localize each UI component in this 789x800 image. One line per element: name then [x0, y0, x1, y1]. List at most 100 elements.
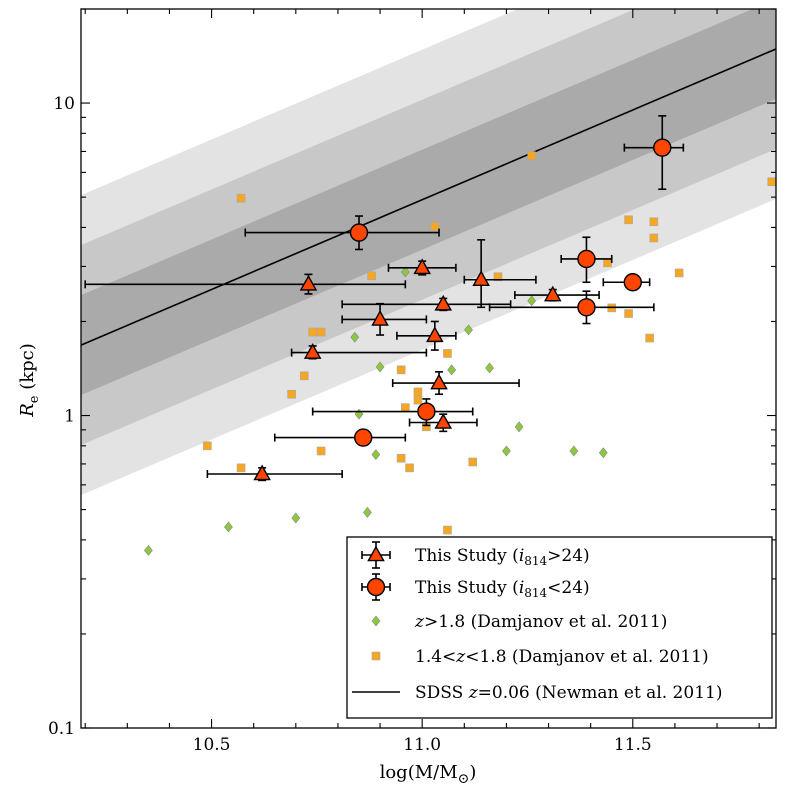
triangle-marker	[434, 294, 453, 311]
damjanov-midz-point-5	[308, 327, 317, 337]
damjanov-midz-point-22	[603, 258, 612, 268]
legend-entry-1: This Study (i814<24)	[361, 573, 590, 601]
triangle-marker	[413, 258, 431, 275]
damjanov-midz-point-28	[649, 233, 659, 243]
damjanov-highz-point-3	[350, 331, 360, 343]
triangle-marker	[543, 285, 562, 302]
legend-label-part: This Study (	[415, 546, 519, 566]
damjanov-highz-point-7	[375, 361, 385, 373]
circle-marker	[349, 223, 369, 242]
legend-label-part: 1.4<	[415, 647, 456, 667]
legend-entry-0: This Study (i814>24)	[361, 541, 590, 569]
bright-sample-point-4	[488, 290, 655, 325]
damjanov-highz-point-4	[354, 408, 364, 420]
x-axis-label-sub: ⊙	[458, 771, 470, 787]
damjanov-midz-point-19	[468, 457, 478, 467]
bright-sample-point-2	[560, 236, 613, 284]
damjanov-midz-point-21	[527, 151, 536, 161]
damjanov-midz-point-2	[236, 193, 246, 203]
damjanov-points	[144, 151, 776, 556]
bright-sample-point-3	[602, 273, 651, 292]
x-axis-label: log(M/M⊙)	[380, 762, 477, 787]
legend-label-part: z	[414, 612, 425, 632]
x-axis-label-main: log(M/M	[380, 762, 458, 783]
legend-diamond-marker	[371, 615, 381, 627]
legend-triangle-marker	[367, 545, 385, 562]
legend-circle-marker	[366, 577, 386, 597]
faint-sample-point-4	[341, 294, 512, 312]
sdss-relation-line	[81, 48, 776, 346]
faint-sample-point-6	[396, 320, 457, 351]
legend-label: z>1.8 (Damjanov et al. 2011)	[414, 612, 667, 632]
damjanov-highz-point-6	[371, 449, 381, 461]
legend-label-part: SDSS	[415, 683, 469, 703]
legend-label: This Study (i814>24)	[415, 546, 590, 568]
y-axis-label-sub: e	[27, 395, 42, 403]
y-tick-label: 1	[64, 407, 75, 427]
damjanov-highz-point-10	[464, 324, 473, 336]
x-tick-label: 11.5	[614, 735, 652, 755]
legend-label-part: z	[455, 647, 466, 667]
damjanov-highz-point-11	[485, 362, 494, 374]
damjanov-highz-point-8	[400, 266, 410, 278]
damjanov-midz-point-3	[287, 389, 296, 399]
damjanov-midz-point-7	[316, 446, 326, 456]
damjanov-highz-point-2	[291, 512, 301, 524]
legend-label-part: i	[519, 546, 524, 566]
faint-sample-point-0	[84, 273, 407, 295]
damjanov-midz-point-29	[674, 268, 684, 278]
circle-marker	[417, 402, 436, 421]
axis-ticks: 10.5 11.0 11.5 0.1 1 10	[48, 8, 776, 755]
damjanov-midz-point-23	[624, 215, 633, 225]
legend-label-part: <24)	[547, 578, 590, 598]
damjanov-highz-point-0	[144, 544, 153, 556]
triangle-marker	[434, 413, 453, 429]
bright-sample-point-0	[623, 115, 685, 191]
damjanov-highz-point-1	[224, 521, 233, 533]
legend-label-part: <1.8 (Damjanov et al. 2011)	[465, 647, 708, 667]
damjanov-highz-point-9	[447, 364, 457, 376]
legend-entry-4: SDSS z=0.06 (Newman et al. 2011)	[352, 683, 722, 703]
triangle-marker	[303, 343, 322, 359]
damjanov-midz-point-11	[401, 403, 410, 412]
damjanov-midz-point-9	[396, 365, 406, 375]
legend: This Study (i814>24)This Study (i814<24)…	[346, 536, 773, 719]
damjanov-midz-point-26	[645, 333, 654, 343]
bright-sample-point-6	[273, 428, 407, 447]
legend-label-part: >24)	[547, 546, 590, 566]
damjanov-midz-point-6	[316, 327, 326, 337]
legend-label-part: i	[519, 578, 524, 598]
legend-entry-2: z>1.8 (Damjanov et al. 2011)	[371, 612, 667, 632]
x-tick-label: 10.5	[193, 735, 231, 755]
triangle-marker	[430, 373, 448, 390]
triangle-marker	[253, 464, 271, 481]
x-tick-label: 11.0	[403, 735, 441, 755]
sdss-band-1sigma	[81, 9, 776, 396]
damjanov-highz-point-16	[598, 447, 608, 459]
y-axis-label-var: R	[17, 403, 38, 418]
sdss-scatter-bands	[81, 9, 776, 496]
legend-label-part: 814	[524, 586, 547, 600]
legend-label-part: >1.8 (Damjanov et al. 2011)	[424, 612, 667, 632]
circle-marker	[623, 273, 642, 292]
damjanov-midz-point-10	[396, 453, 406, 463]
circle-marker	[354, 428, 373, 447]
legend-square-marker	[371, 651, 381, 661]
faint-sample-point-2	[463, 239, 537, 309]
x-axis-label-close: )	[469, 762, 476, 783]
damjanov-midz-point-17	[443, 349, 452, 358]
this-study-points	[84, 115, 685, 482]
faint-sample-point-10	[206, 464, 343, 482]
faint-sample-point-3	[514, 285, 600, 302]
faint-sample-point-7	[290, 343, 428, 360]
y-axis-label-unit: (kpc)	[17, 343, 38, 395]
damjanov-midz-point-20	[493, 272, 503, 282]
circle-marker	[577, 298, 596, 317]
damjanov-highz-point-15	[569, 445, 579, 457]
damjanov-midz-point-30	[767, 177, 776, 187]
bright-sample-point-5	[311, 398, 474, 427]
faint-sample-point-9	[408, 413, 478, 433]
damjanov-highz-point-13	[514, 421, 524, 433]
legend-label: SDSS z=0.06 (Newman et al. 2011)	[415, 683, 722, 703]
damjanov-midz-point-8	[367, 271, 376, 281]
